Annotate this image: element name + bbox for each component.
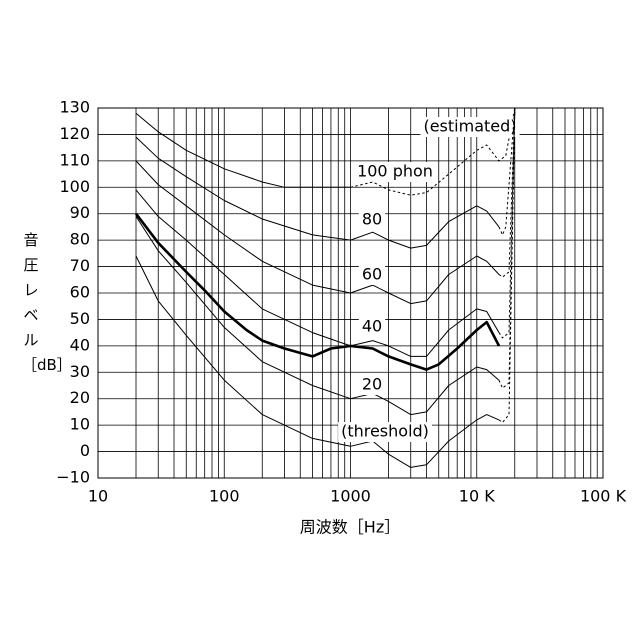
curve-label: 40 <box>362 317 382 336</box>
y-tick-label: 80 <box>70 230 90 249</box>
y-tick-label: 0 <box>80 441 90 460</box>
curve <box>136 137 499 248</box>
x-tick-label: 1000 <box>330 487 371 506</box>
curve <box>136 190 499 357</box>
y-tick-label: 130 <box>59 98 90 117</box>
y-tick-label: 20 <box>70 388 90 407</box>
y-tick-label: 90 <box>70 203 90 222</box>
x-tick-label: 10 K <box>459 487 495 506</box>
y-tick-label: 10 <box>70 415 90 434</box>
y-tick-label: −10 <box>56 468 90 487</box>
x-tick-label: 10 <box>88 487 108 506</box>
curve-label: 100 phon <box>357 162 433 181</box>
curve-label: 60 <box>362 265 382 284</box>
curve-label: 80 <box>362 210 382 229</box>
x-tick-label: 100 <box>209 487 240 506</box>
y-tick-label: 30 <box>70 362 90 381</box>
y-axis-label: 音圧レベル［dB］ <box>22 228 40 378</box>
curve <box>136 216 499 414</box>
curve-label: (estimated) <box>423 117 516 136</box>
curve-label: (threshold) <box>341 422 429 441</box>
y-tick-label: 110 <box>59 150 90 169</box>
curve-label: 20 <box>362 375 382 394</box>
y-tick-label: 50 <box>70 309 90 328</box>
curve <box>499 108 515 423</box>
y-tick-label: 120 <box>59 124 90 143</box>
curve <box>136 113 351 187</box>
y-tick-label: 60 <box>70 283 90 302</box>
curve <box>136 161 499 304</box>
y-tick-label: 70 <box>70 256 90 275</box>
x-tick-label: 100 K <box>580 487 627 506</box>
x-axis-label: 周波数［Hz］ <box>300 518 400 537</box>
y-tick-label: 40 <box>70 335 90 354</box>
y-tick-label: 100 <box>59 177 90 196</box>
